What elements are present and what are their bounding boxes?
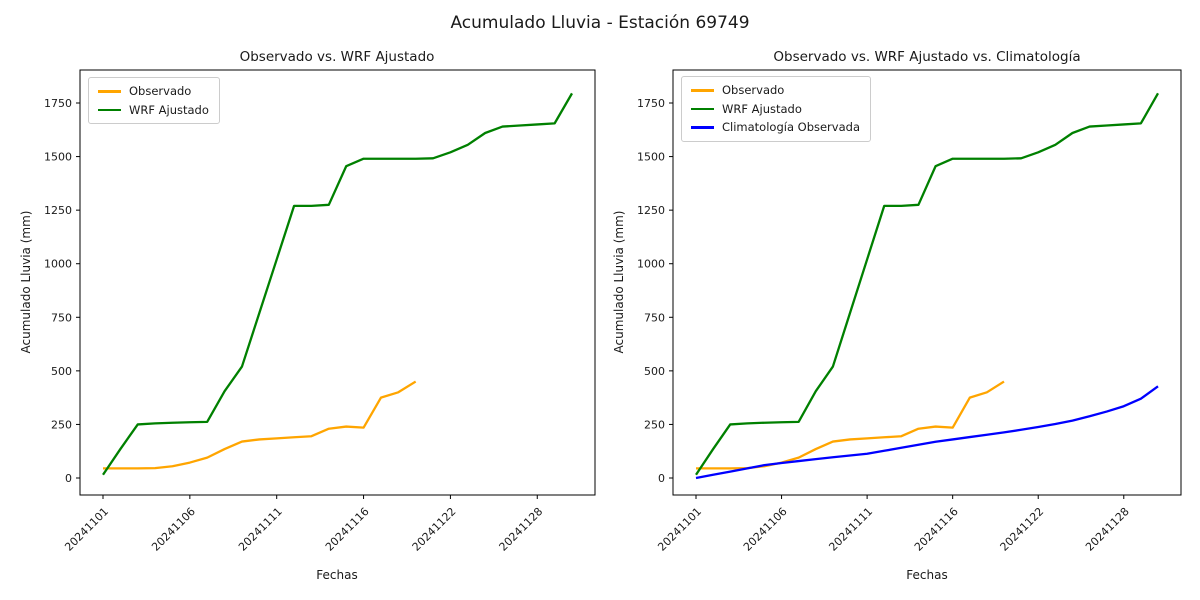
chart1-y-tick-label: 1500 [44, 151, 72, 164]
chart1-x-tick-label: 20241128 [497, 505, 546, 554]
legend-label-climatologia: Climatología Observada [722, 120, 860, 135]
chart2-y-tick-label: 250 [644, 418, 665, 431]
chart2-y-tick-label: 1500 [637, 151, 665, 164]
observado-line-icon [691, 89, 714, 92]
chart1-x-tick-label: 20241116 [323, 505, 372, 554]
chart2-xlabel: Fechas [906, 568, 948, 582]
chart2-x-tick-label: 20241106 [741, 505, 790, 554]
wrf-line-icon [98, 108, 121, 112]
chart1-xlabel: Fechas [316, 568, 358, 582]
legend-item-climatologia: Climatología Observada [691, 121, 860, 134]
chart2-x-tick-label: 20241116 [912, 505, 961, 554]
chart2-x-tick-label: 20241122 [998, 505, 1047, 554]
chart2-series-climatolog-a-observada [695, 385, 1159, 480]
chart1-plot-frame [79, 69, 596, 496]
chart1-title: Observado vs. WRF Ajustado [239, 49, 435, 65]
chart1-y-tick-label: 250 [51, 418, 72, 431]
legend-item-observado: Observado [98, 85, 209, 98]
wrf-line-icon [691, 107, 714, 111]
chart1-ylabel: Acumulado Lluvia (mm) [19, 210, 33, 354]
chart2-ylabel: Acumulado Lluvia (mm) [612, 210, 626, 354]
chart1-y-tick-label: 750 [51, 311, 72, 324]
legend-item-observado: Observado [691, 84, 860, 97]
legend-item-wrf: WRF Ajustado [691, 101, 860, 116]
chart2-y-tick-label: 1250 [637, 204, 665, 217]
chart2-y-tick-label: 0 [658, 472, 665, 485]
chart2-legend: Observado WRF Ajustado Climatología Obse… [681, 76, 871, 142]
legend-label-wrf: WRF Ajustado [129, 102, 209, 117]
observado-line-icon [98, 90, 121, 93]
chart1-y-tick-label: 1000 [44, 258, 72, 271]
chart1-y-tick-label: 1750 [44, 97, 72, 110]
chart2-x-tick-label: 20241128 [1083, 505, 1132, 554]
chart1-y-tick-label: 1250 [44, 204, 72, 217]
chart2-y-tick-label: 1000 [637, 258, 665, 271]
legend-label-wrf: WRF Ajustado [722, 101, 802, 116]
chart1-y-tick-label: 500 [51, 365, 72, 378]
chart1-legend: Observado WRF Ajustado [88, 77, 220, 125]
legend-label-observado: Observado [722, 83, 785, 97]
chart2-plot-frame [672, 69, 1182, 496]
legend-item-wrf: WRF Ajustado [98, 102, 209, 117]
chart1-series-wrf-ajustado [102, 92, 573, 476]
chart1-x-tick-label: 20241111 [236, 505, 285, 554]
chart2-y-tick-label: 500 [644, 365, 665, 378]
chart1-x-tick-label: 20241101 [62, 505, 111, 554]
chart2-title: Observado vs. WRF Ajustado vs. Climatolo… [773, 49, 1081, 65]
chart1-x-tick-label: 20241106 [149, 505, 198, 554]
chart2-x-tick-label: 20241111 [826, 505, 875, 554]
climatologia-line-icon [691, 126, 714, 129]
figure-title: Acumulado Lluvia - Estación 69749 [450, 13, 750, 33]
chart1-series-observado [103, 380, 417, 470]
legend-label-observado: Observado [129, 84, 192, 98]
chart1-y-tick-label: 0 [65, 472, 72, 485]
chart2-y-tick-label: 750 [644, 311, 665, 324]
chart2-x-tick-label: 20241101 [655, 505, 704, 554]
chart2-y-tick-label: 1750 [637, 97, 665, 110]
chart2-series-wrf-ajustado [695, 92, 1159, 476]
chart1-x-tick-label: 20241122 [410, 505, 459, 554]
